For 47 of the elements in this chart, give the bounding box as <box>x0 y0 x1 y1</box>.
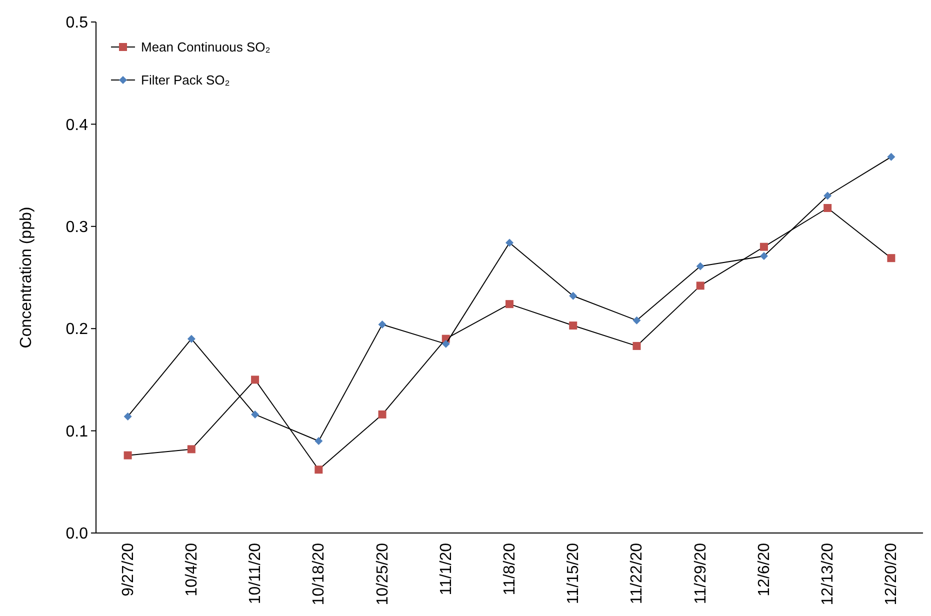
point <box>569 322 578 330</box>
point <box>187 334 196 343</box>
y-tick-label: 0.2 <box>66 321 88 338</box>
x-tick-label: 10/18/20 <box>310 542 328 606</box>
x-tick-label: 11/29/20 <box>692 542 710 604</box>
x-tick-label: 10/11/20 <box>247 542 264 604</box>
point <box>378 410 386 418</box>
x-tick-label: 12/13/20 <box>820 542 837 606</box>
point <box>251 410 260 418</box>
point <box>887 254 896 262</box>
x-tick-label: 11/1/20 <box>438 542 455 596</box>
point <box>314 466 323 474</box>
point <box>824 204 832 212</box>
point <box>442 340 450 348</box>
x-tick-label: 11/8/20 <box>502 542 518 596</box>
point <box>760 252 768 260</box>
y-tick-label: 0.3 <box>66 219 88 236</box>
point <box>760 242 768 251</box>
x-tick-label: 9/27/20 <box>120 542 137 596</box>
x-tick-label: 10/4/20 <box>183 542 200 596</box>
point <box>314 437 323 446</box>
x-tick-label: 10/25/20 <box>374 542 392 606</box>
y-tick-label: 0.4 <box>66 116 88 134</box>
point <box>378 320 386 329</box>
y-axis-title: Concentration (ppb) <box>18 206 35 348</box>
legend-label: Mean Continuous SO₂ <box>141 40 270 55</box>
x-tick-label: 12/6/20 <box>756 542 773 596</box>
point <box>187 445 196 454</box>
point <box>506 300 514 308</box>
legend-label: Filter Pack SO₂ <box>141 72 230 88</box>
point <box>824 192 832 200</box>
point <box>696 262 704 270</box>
point <box>124 451 132 460</box>
point <box>506 238 514 247</box>
point <box>124 412 132 420</box>
point <box>632 342 641 350</box>
x-tick-label: 11/15/20 <box>565 542 582 604</box>
x-tick-label: 11/22/20 <box>628 542 646 604</box>
y-tick-label: 0.5 <box>66 14 88 32</box>
point <box>569 292 578 300</box>
point <box>696 282 704 290</box>
x-tick-label: 12/20/20 <box>883 542 900 606</box>
point <box>887 152 896 161</box>
y-tick-label: 0.1 <box>66 423 88 440</box>
point <box>632 316 641 324</box>
point <box>251 376 260 384</box>
y-tick-label: 0.0 <box>66 526 88 543</box>
